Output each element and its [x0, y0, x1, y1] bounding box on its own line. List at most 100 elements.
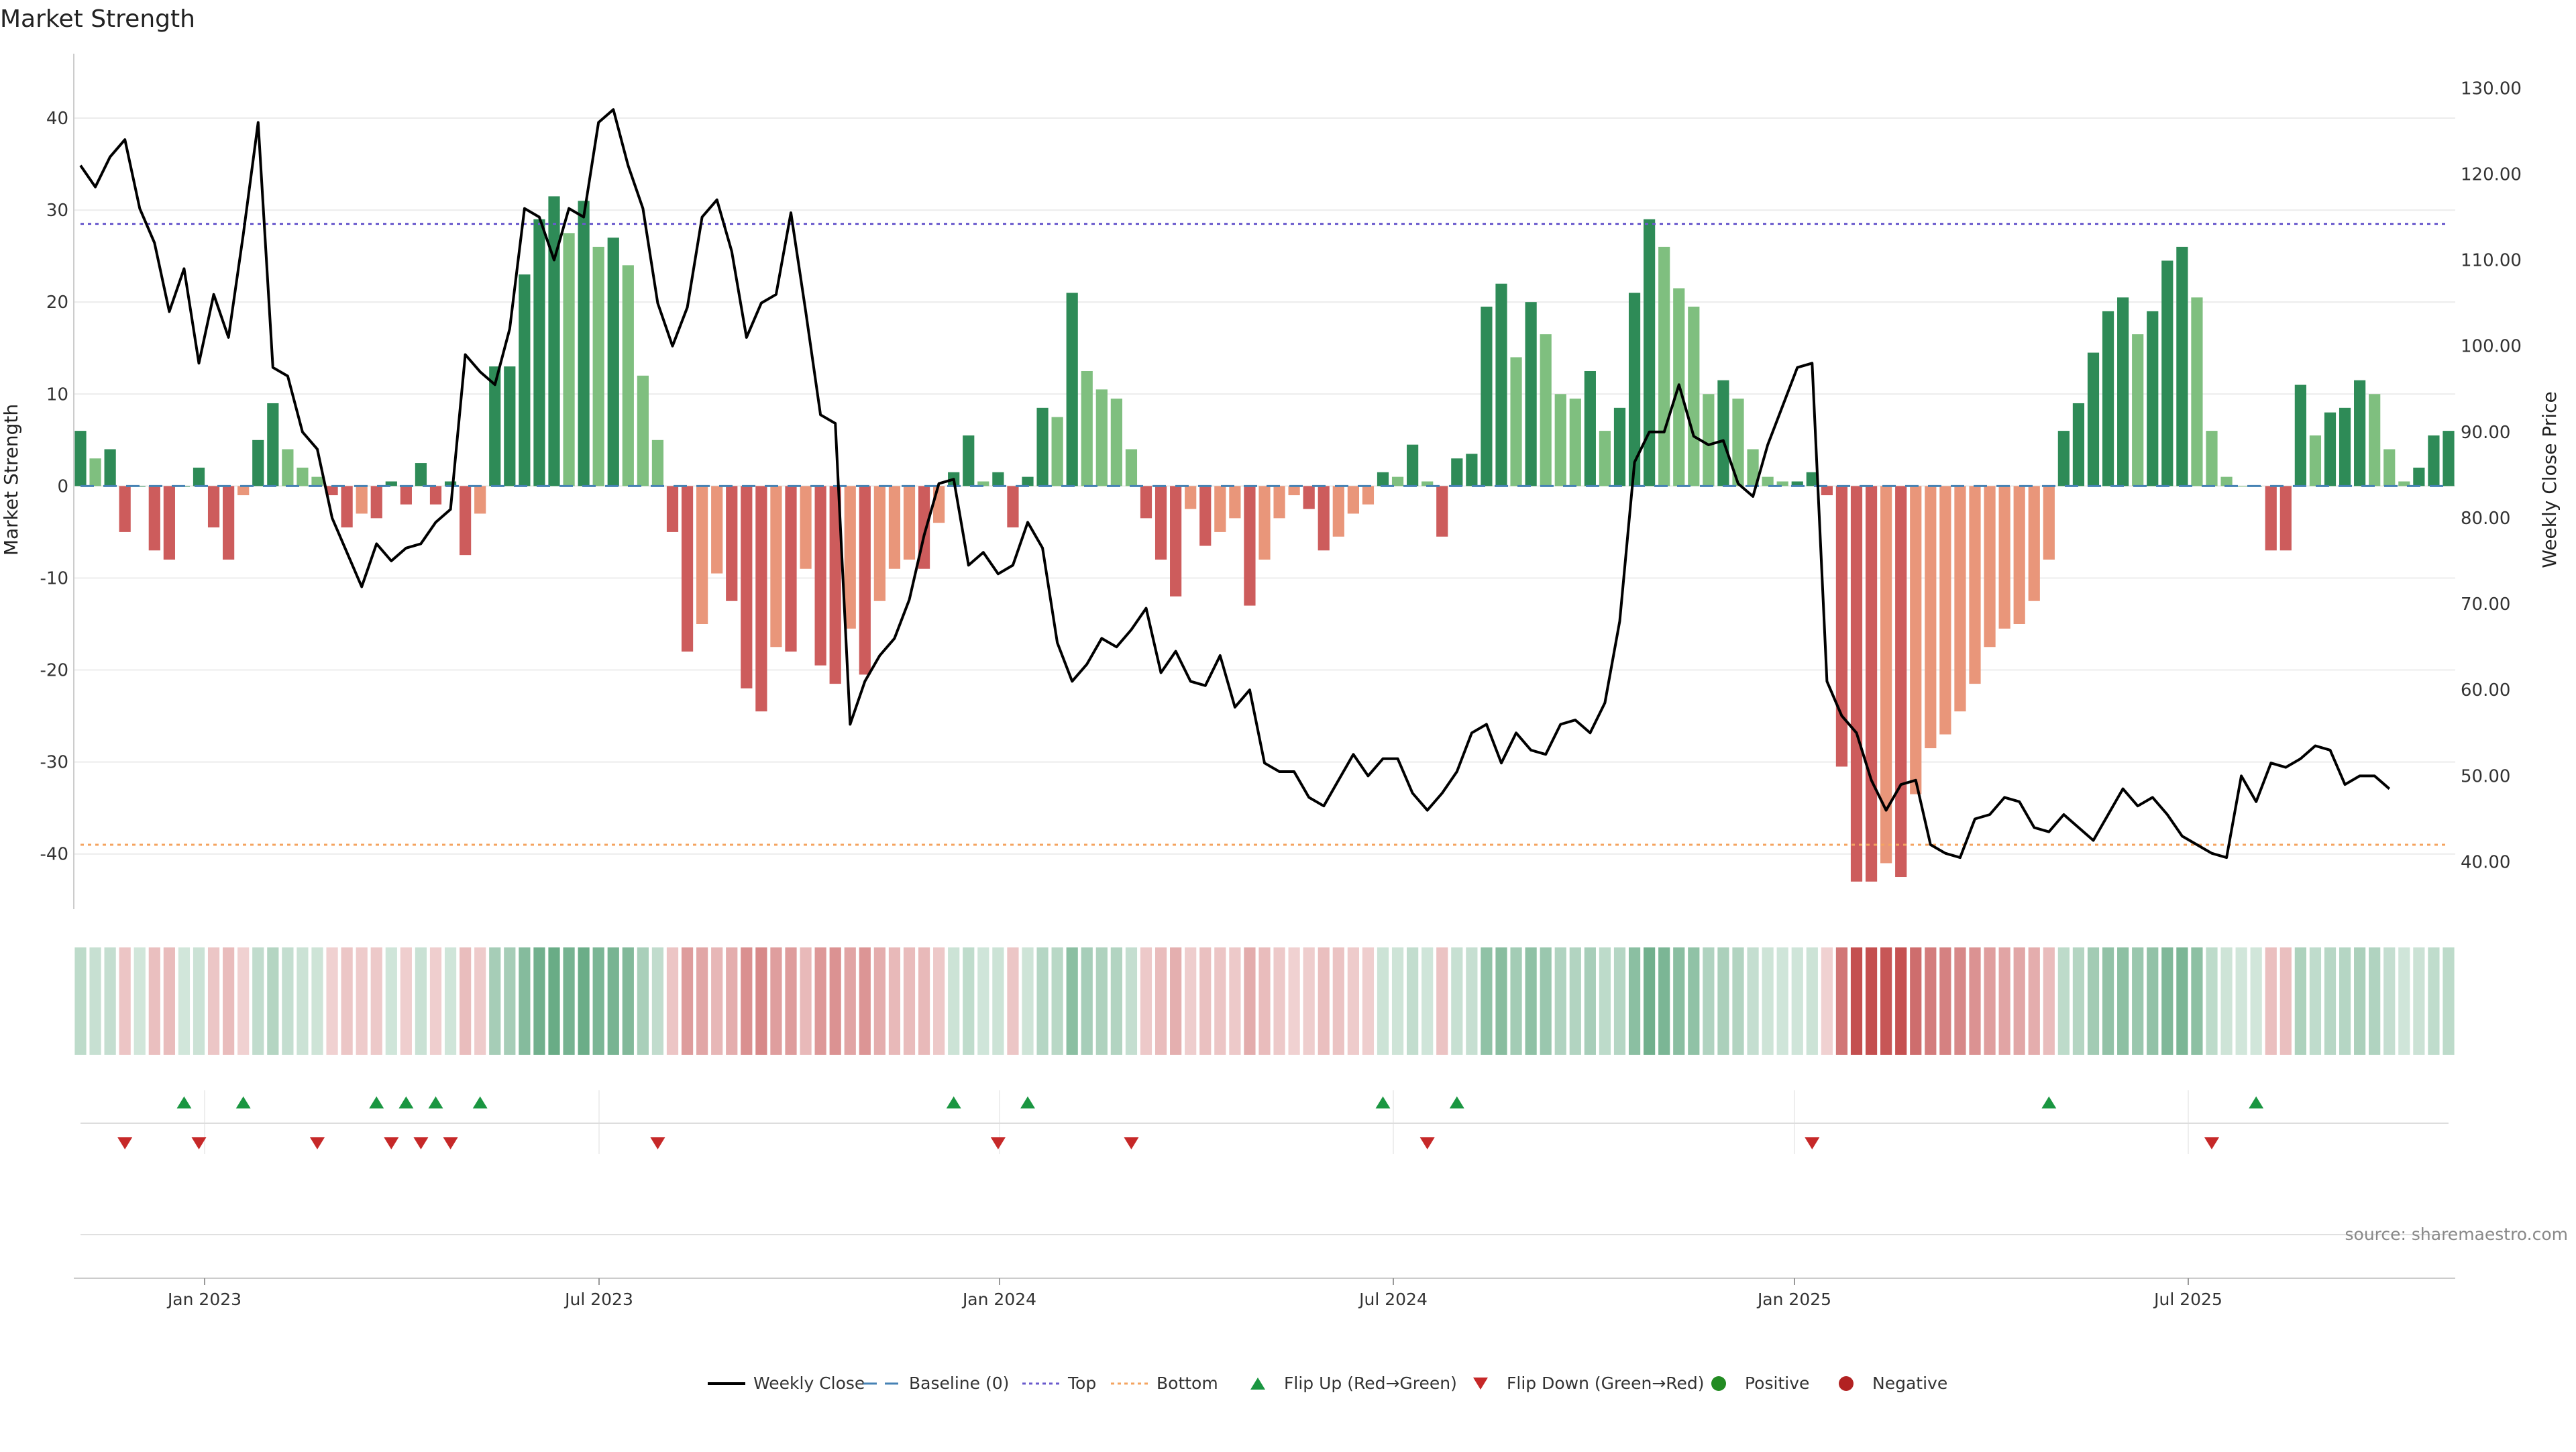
strength-bar-26	[460, 486, 472, 556]
heat-cell-19	[356, 947, 368, 1055]
strength-bar-76	[1199, 486, 1212, 546]
heat-cell-144	[2206, 947, 2218, 1055]
right-tick-label-7: 110.00	[2461, 251, 2522, 271]
strength-bar-98	[1525, 302, 1537, 486]
left-tick-label-5: 10	[46, 384, 68, 405]
flip-down-marker-2	[310, 1137, 325, 1149]
strength-bar-79	[1244, 486, 1256, 606]
heat-cell-17	[326, 947, 338, 1055]
strength-bar-143	[2191, 297, 2203, 486]
strength-bar-100	[1554, 394, 1566, 486]
strength-bar-117	[1806, 472, 1818, 486]
strength-bar-43	[711, 486, 723, 574]
heat-cell-158	[2413, 947, 2425, 1055]
legend: Weekly Close Baseline (0) Top Bottom Flip Up…	[708, 1373, 1947, 1393]
legend-label-4: Flip Up (Red→Green)	[1284, 1373, 1457, 1393]
right-axis-label: Weekly Close Price	[2538, 391, 2561, 568]
heat-cell-4	[133, 947, 146, 1055]
strength-bar-118	[1821, 486, 1833, 496]
heat-cell-156	[2383, 947, 2396, 1055]
heat-cell-43	[711, 947, 723, 1055]
strength-bar-156	[2383, 449, 2396, 486]
strength-bar-35	[592, 246, 604, 486]
strength-bar-27	[474, 486, 486, 514]
strength-bar-18	[341, 486, 353, 528]
heat-cell-78	[1229, 947, 1241, 1055]
heat-cell-80	[1258, 947, 1271, 1055]
heat-cell-97	[1510, 947, 1522, 1055]
strength-bar-22	[400, 486, 412, 505]
heat-cell-115	[1776, 947, 1788, 1055]
strength-bar-106	[1644, 219, 1656, 486]
strength-bar-129	[1984, 486, 1996, 647]
heat-cell-153	[2339, 947, 2351, 1055]
flip-up-marker-4	[428, 1096, 443, 1108]
strength-bar-137	[2102, 311, 2114, 486]
heat-cell-121	[1865, 947, 1878, 1055]
flip-up-marker-3	[398, 1096, 414, 1108]
heat-cell-38	[637, 947, 649, 1055]
strength-bar-8	[193, 467, 205, 486]
strength-bar-119	[1835, 486, 1848, 767]
right-tick-label-3: 70.00	[2461, 594, 2510, 615]
heat-cell-63	[1007, 947, 1019, 1055]
strength-bar-80	[1258, 486, 1271, 560]
heat-cell-99	[1540, 947, 1552, 1055]
heat-cell-123	[1895, 947, 1907, 1055]
left-axis-label: Market Strength	[0, 404, 22, 556]
heat-cell-77	[1214, 947, 1226, 1055]
strength-bar-130	[1998, 486, 2010, 629]
strength-bar-65	[1036, 407, 1049, 486]
heat-cell-48	[785, 947, 797, 1055]
x-tick-label-1: Jul 2023	[564, 1290, 633, 1309]
heat-cell-84	[1318, 947, 1330, 1055]
heat-cell-136	[2087, 947, 2100, 1055]
strength-bar-132	[2028, 486, 2040, 601]
strength-bar-61	[977, 481, 989, 486]
strength-bar-49	[800, 486, 812, 569]
heat-cell-126	[1939, 947, 1951, 1055]
strength-bar-13	[267, 403, 279, 486]
heat-cell-22	[400, 947, 412, 1055]
strength-bar-158	[2413, 467, 2425, 486]
flip-down-marker-5	[443, 1137, 458, 1149]
legend-label-7: Negative	[1872, 1373, 1947, 1393]
strength-bar-88	[1377, 472, 1389, 486]
heat-cell-112	[1732, 947, 1744, 1055]
heat-cell-24	[429, 947, 442, 1055]
heat-cell-98	[1525, 947, 1537, 1055]
price-layer	[79, 108, 2391, 860]
flip-up-marker-2	[369, 1096, 384, 1108]
strength-bar-87	[1362, 486, 1375, 505]
heat-cell-141	[2161, 947, 2174, 1055]
strength-bar-102	[1584, 370, 1596, 486]
heat-cell-62	[992, 947, 1004, 1055]
strength-bar-105	[1628, 293, 1641, 486]
heat-cell-74	[1170, 947, 1182, 1055]
left-tick-label-6: 20	[46, 293, 68, 313]
right-tick-label-8: 120.00	[2461, 164, 2522, 185]
right-tick-label-0: 40.00	[2461, 853, 2510, 873]
strength-bar-121	[1865, 486, 1878, 882]
flip-up-marker-5	[472, 1096, 488, 1108]
heat-cell-46	[755, 947, 767, 1055]
heat-cell-117	[1806, 947, 1818, 1055]
legend-label-5: Flip Down (Green→Red)	[1507, 1373, 1705, 1393]
strength-bar-103	[1599, 431, 1611, 486]
heat-cell-41	[681, 947, 694, 1055]
strength-bar-127	[1954, 486, 1966, 712]
heat-cell-111	[1717, 947, 1729, 1055]
strength-bar-36	[607, 238, 619, 486]
heat-cell-15	[297, 947, 309, 1055]
heat-cell-35	[592, 947, 604, 1055]
heat-cell-26	[460, 947, 472, 1055]
heat-cell-18	[341, 947, 353, 1055]
strength-bar-126	[1939, 486, 1951, 735]
heat-cell-127	[1954, 947, 1966, 1055]
strength-bar-83	[1303, 486, 1315, 509]
heat-cell-55	[888, 947, 901, 1055]
strength-bar-122	[1880, 486, 1892, 864]
heat-cell-93	[1451, 947, 1463, 1055]
strength-bar-104	[1613, 407, 1626, 486]
